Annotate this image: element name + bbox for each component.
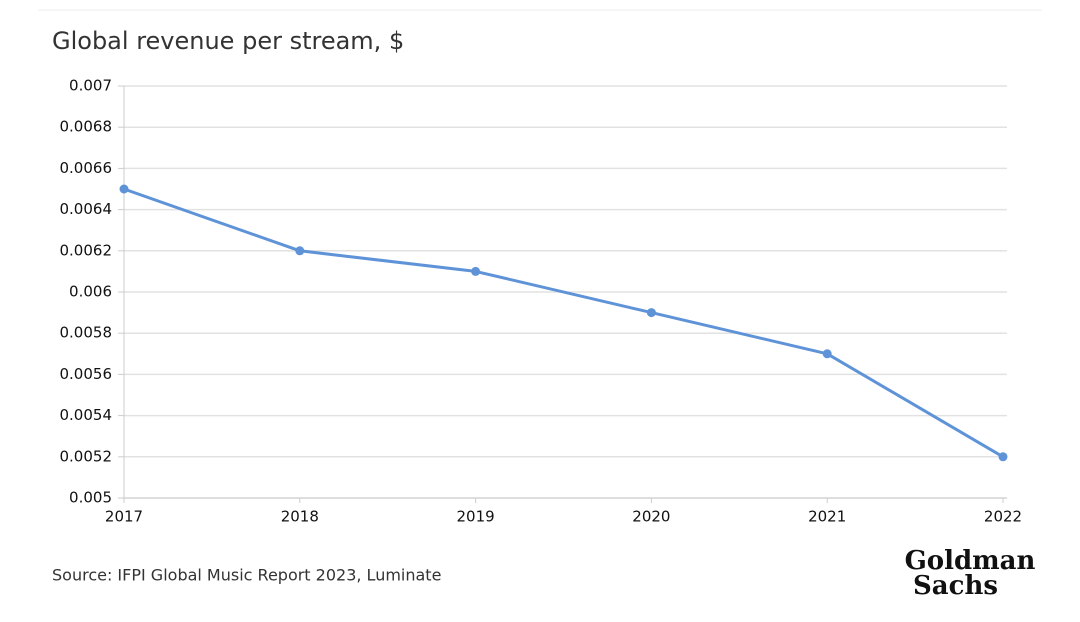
y-tick-label: 0.0058 xyxy=(60,324,113,342)
data-point xyxy=(295,246,305,256)
y-tick-label: 0.0056 xyxy=(60,365,113,383)
data-point xyxy=(471,266,481,276)
source-note: Source: IFPI Global Music Report 2023, L… xyxy=(52,566,441,585)
data-point xyxy=(119,184,129,194)
y-tick-label: 0.0066 xyxy=(60,159,113,177)
data-line xyxy=(123,187,1004,459)
data-point xyxy=(998,452,1008,462)
y-tick-label: 0.0068 xyxy=(60,118,113,136)
y-tick-label: 0.0062 xyxy=(60,241,113,259)
x-tick-label: 2019 xyxy=(457,508,495,526)
y-tick-label: 0.006 xyxy=(69,283,112,301)
x-tick-label: 2018 xyxy=(281,508,319,526)
brand-logo: Goldman xyxy=(905,546,1036,576)
y-tick-label: 0.007 xyxy=(69,77,112,95)
x-tick-label: 2022 xyxy=(984,508,1022,526)
brand-logo: Sachs xyxy=(913,571,998,601)
y-tick-label: 0.0064 xyxy=(60,200,113,218)
y-tick-label: 0.0054 xyxy=(60,406,113,424)
y-tick-label: 0.0052 xyxy=(60,447,113,465)
x-tick-label: 2017 xyxy=(105,508,143,526)
x-tick-label: 2020 xyxy=(632,508,670,526)
chart-title: Global revenue per stream, $ xyxy=(52,27,404,55)
y-tick-label: 0.005 xyxy=(69,489,112,507)
data-point xyxy=(646,308,656,318)
data-point xyxy=(822,349,832,359)
x-tick-label: 2021 xyxy=(808,508,846,526)
